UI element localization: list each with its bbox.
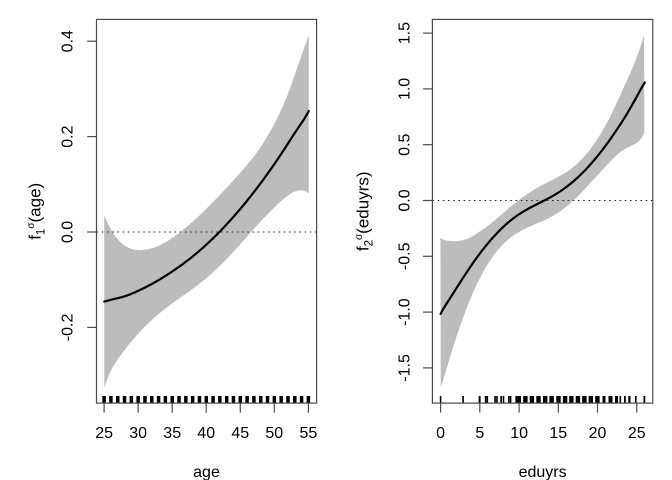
svg-text:50: 50: [265, 425, 283, 442]
svg-text:45: 45: [231, 425, 249, 442]
svg-text:0.5: 0.5: [397, 133, 414, 155]
svg-text:-1.0: -1.0: [397, 298, 414, 326]
svg-text:5: 5: [475, 425, 484, 442]
svg-text:-0.5: -0.5: [397, 242, 414, 270]
svg-text:1.5: 1.5: [397, 22, 414, 44]
svg-text:15: 15: [549, 425, 567, 442]
svg-text:0: 0: [436, 425, 445, 442]
svg-text:25: 25: [628, 425, 646, 442]
svg-text:10: 10: [510, 425, 528, 442]
svg-text:eduyrs: eduyrs: [519, 464, 567, 480]
svg-text:30: 30: [129, 425, 147, 442]
svg-text:0.0: 0.0: [397, 189, 414, 211]
svg-text:0.2: 0.2: [60, 125, 77, 147]
svg-text:f2σ(eduyrs): f2σ(eduyrs): [354, 171, 376, 251]
svg-text:age: age: [193, 464, 220, 480]
svg-text:55: 55: [300, 425, 318, 442]
svg-text:1.0: 1.0: [397, 78, 414, 100]
svg-text:-0.2: -0.2: [60, 314, 77, 342]
svg-text:0.4: 0.4: [60, 30, 77, 52]
svg-text:35: 35: [163, 425, 181, 442]
svg-text:-1.5: -1.5: [397, 354, 414, 382]
svg-text:20: 20: [589, 425, 607, 442]
svg-text:40: 40: [197, 425, 215, 442]
svg-text:25: 25: [95, 425, 113, 442]
svg-text:0.0: 0.0: [60, 221, 77, 243]
